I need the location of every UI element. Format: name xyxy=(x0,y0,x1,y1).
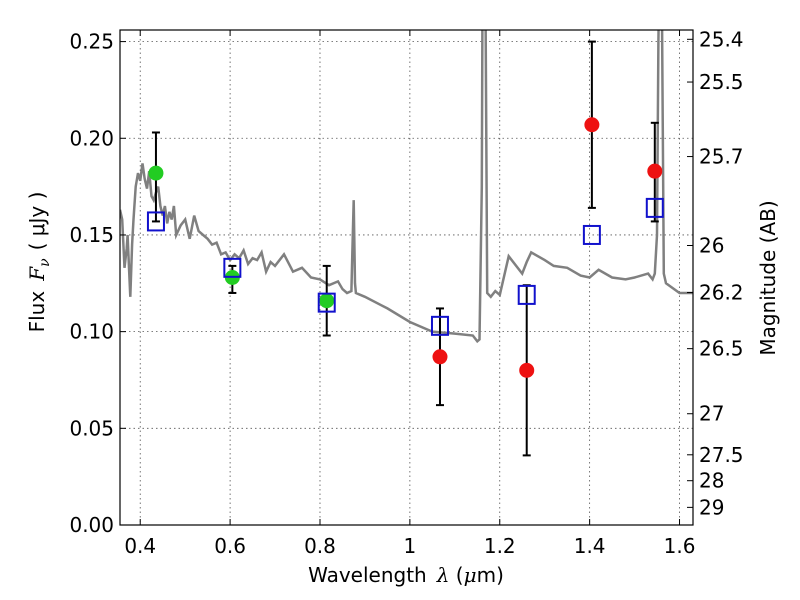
model-flux-square xyxy=(517,284,536,305)
x-axis-label: Wavelength λ (μm) xyxy=(308,563,504,587)
y2-tick-label: 26.5 xyxy=(699,337,744,361)
y-axis-label: Flux Fν ( μJy ) xyxy=(25,192,53,333)
y2-tick-label: 26.2 xyxy=(699,281,744,305)
red-data-point xyxy=(432,349,448,365)
svg-text:FluxFν( μJy ): Flux Fν ( μJy ) xyxy=(25,192,53,333)
y2-tick-label: 29 xyxy=(699,495,724,519)
y-tick-label: 0.15 xyxy=(69,223,114,247)
x-tick-label: 0.6 xyxy=(214,534,246,558)
x-axis-label-prefix: Wavelength xyxy=(308,563,427,587)
y-tick-label: 0.20 xyxy=(69,126,114,150)
y-axis-symbol: F xyxy=(25,266,49,282)
y2-tick-label: 25.4 xyxy=(699,27,744,51)
x-axis-symbol: λ xyxy=(436,563,450,587)
x-tick-label: 1.2 xyxy=(484,534,516,558)
model-flux-square xyxy=(430,315,449,336)
green-data-point xyxy=(148,165,164,181)
red-data-point xyxy=(519,362,535,378)
model-flux-square xyxy=(317,292,336,313)
red-data-point xyxy=(647,163,663,179)
y2-tick-label: 27 xyxy=(699,402,724,426)
model-flux-square xyxy=(582,224,601,245)
y-axis-units: ( μJy ) xyxy=(25,192,49,251)
y-axis-label-prefix: Flux xyxy=(25,291,49,333)
y2-tick-label: 25.7 xyxy=(699,145,744,169)
green-data-point xyxy=(319,293,335,309)
plot-frame xyxy=(119,29,694,526)
x-tick-label: 0.4 xyxy=(124,534,156,558)
x-tick-label: 0.8 xyxy=(304,534,336,558)
y-tick-label: 0.00 xyxy=(69,513,114,537)
y2-tick-label: 27.5 xyxy=(699,443,744,467)
x-tick-label: 1 xyxy=(404,534,417,558)
axis-ticks: 0.4 0.6 0.8 1 1.2 1.4 1.6 0.00 0.05 0.10 0.15 0.20 0… xyxy=(69,27,743,558)
model-flux-square xyxy=(223,257,242,278)
y2-tick-label: 26 xyxy=(699,234,724,258)
y-tick-label: 0.05 xyxy=(69,416,114,440)
model-flux-square xyxy=(645,197,664,218)
y-axis-subscript: ν xyxy=(37,258,53,267)
red-data-point xyxy=(584,117,600,133)
y2-tick-label: 25.5 xyxy=(699,70,744,94)
plot-background xyxy=(120,30,693,525)
y-tick-label: 0.10 xyxy=(69,320,114,344)
model-flux-square xyxy=(146,211,165,232)
y2-tick-label: 28 xyxy=(699,469,724,493)
x-tick-label: 1.6 xyxy=(664,534,696,558)
model-spectrum-line xyxy=(120,30,693,344)
model-spectrum xyxy=(120,30,693,344)
x-axis-units-mu: μ xyxy=(464,563,477,587)
y-tick-label: 0.25 xyxy=(69,30,114,54)
x-axis-units-open: ( xyxy=(449,563,463,587)
x-axis-units-rest: m) xyxy=(477,563,504,587)
data-points xyxy=(146,117,664,378)
x-tick-label: 1.4 xyxy=(574,534,606,558)
y2-axis-label: Magnitude (AB) xyxy=(756,200,780,355)
